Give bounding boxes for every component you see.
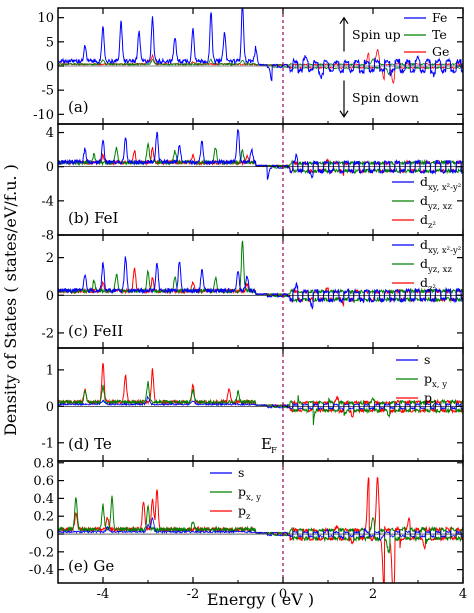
y-tick-label: 0.4 bbox=[33, 492, 54, 507]
legend-label-sub-1: x, y bbox=[432, 380, 447, 390]
panel-label: (c) FeII bbox=[68, 322, 123, 340]
y-tick-label: 10 bbox=[37, 11, 54, 26]
legend-label-sub-1: x, y bbox=[246, 493, 261, 503]
y-tick-label: -5 bbox=[41, 84, 54, 99]
legend-label-0: s bbox=[238, 465, 244, 480]
y-tick-label: -1 bbox=[41, 436, 54, 451]
y-tick-label: -2 bbox=[41, 326, 54, 341]
legend-label-sub-0: xy, x²-y² bbox=[428, 183, 461, 193]
legend-label-sub-2: z² bbox=[428, 284, 436, 294]
legend-label-2: d bbox=[420, 212, 428, 227]
legend-label-2: p bbox=[238, 503, 246, 518]
series-line-1 bbox=[58, 495, 463, 554]
panel-frame bbox=[57, 123, 464, 236]
dos-curves bbox=[58, 477, 463, 583]
y-tick-label: 2 bbox=[46, 251, 54, 266]
x-tick-label: 2 bbox=[369, 587, 377, 602]
legend-label-sub-1: yz, xz bbox=[427, 202, 452, 212]
y-tick-label: 0 bbox=[46, 289, 54, 304]
legend-label-1: p bbox=[424, 371, 432, 386]
series-line-0 bbox=[58, 256, 463, 310]
y-tick-label: -0.2 bbox=[29, 545, 54, 560]
legend-label-1: Te bbox=[432, 27, 447, 42]
series-line-1 bbox=[58, 141, 463, 175]
x-tick-label: -4 bbox=[97, 587, 110, 602]
legend-label-1: d bbox=[420, 256, 428, 271]
y-tick-label: 0 bbox=[46, 160, 54, 175]
y-tick-label: -4 bbox=[41, 194, 54, 209]
dos-curves bbox=[58, 129, 463, 181]
y-tick-label: 4 bbox=[46, 126, 54, 141]
x-axis-title: Energy ( eV ) bbox=[207, 590, 314, 609]
y-tick-label: -0.4 bbox=[29, 563, 54, 578]
y-tick-label: 0 bbox=[46, 400, 54, 415]
legend-label-sub-2: z bbox=[432, 399, 437, 409]
legend-label-2: Ge bbox=[432, 44, 449, 59]
legend-label-sub-2: z² bbox=[428, 221, 436, 231]
y-tick-label: -8 bbox=[41, 229, 54, 244]
y-tick-label: 0 bbox=[46, 60, 54, 75]
series-line-1 bbox=[58, 58, 463, 76]
legend-label-0: s bbox=[424, 352, 430, 367]
legend-label-2: p bbox=[424, 390, 432, 405]
legend-label-1: p bbox=[238, 484, 246, 499]
y-tick-label: 0 bbox=[46, 528, 54, 543]
series-line-0 bbox=[58, 129, 463, 181]
dos-curves bbox=[58, 8, 463, 84]
x-tick-label: 4 bbox=[459, 587, 467, 602]
legend-label-0: Fe bbox=[432, 10, 447, 25]
x-tick-label: 0 bbox=[279, 587, 287, 602]
panel-label: (b) FeI bbox=[68, 209, 119, 227]
legend-label-2: d bbox=[420, 275, 428, 290]
legend-label-1: d bbox=[420, 193, 428, 208]
panel-label: (a) bbox=[68, 98, 89, 116]
fermi-label: E bbox=[261, 435, 272, 453]
panel-label: (e) Ge bbox=[68, 557, 114, 575]
fermi-label-sub: F bbox=[271, 446, 277, 456]
dos-curves bbox=[58, 240, 463, 310]
y-tick-label: 1 bbox=[46, 363, 54, 378]
panel-frame bbox=[57, 460, 464, 584]
series-line-1 bbox=[58, 380, 463, 426]
y-axis-title: Density of States ( states/eV/f.u. ) bbox=[1, 164, 20, 436]
spin-down-arrowhead bbox=[339, 110, 349, 118]
dos-curves bbox=[58, 362, 463, 426]
x-tick-label: -2 bbox=[187, 587, 200, 602]
legend-label-sub-2: z bbox=[246, 512, 251, 522]
legend-label-0: d bbox=[420, 174, 428, 189]
dos-panel-0: -10 -5 0 5 10 (a) Fe Te Ge Spin up Spin down bbox=[33, 7, 464, 125]
y-tick-label: 5 bbox=[46, 35, 54, 50]
legend-label-0: d bbox=[420, 237, 428, 252]
y-tick-label: -10 bbox=[33, 108, 54, 123]
spin-up-arrowhead bbox=[339, 16, 349, 24]
y-tick-label: 0.2 bbox=[33, 510, 54, 525]
legend-label-sub-1: yz, xz bbox=[427, 265, 452, 275]
y-tick-label: 0.6 bbox=[33, 474, 54, 489]
legend-label-sub-0: xy, x²-y² bbox=[428, 246, 461, 256]
y-tick-label: 0.8 bbox=[33, 456, 54, 471]
series-line-0 bbox=[58, 395, 463, 411]
series-line-0 bbox=[58, 8, 463, 82]
spin-down-label: Spin down bbox=[352, 90, 419, 105]
panel-label: (d) Te bbox=[68, 435, 112, 453]
series-line-0 bbox=[58, 516, 463, 541]
spin-up-label: Spin up bbox=[352, 27, 401, 42]
